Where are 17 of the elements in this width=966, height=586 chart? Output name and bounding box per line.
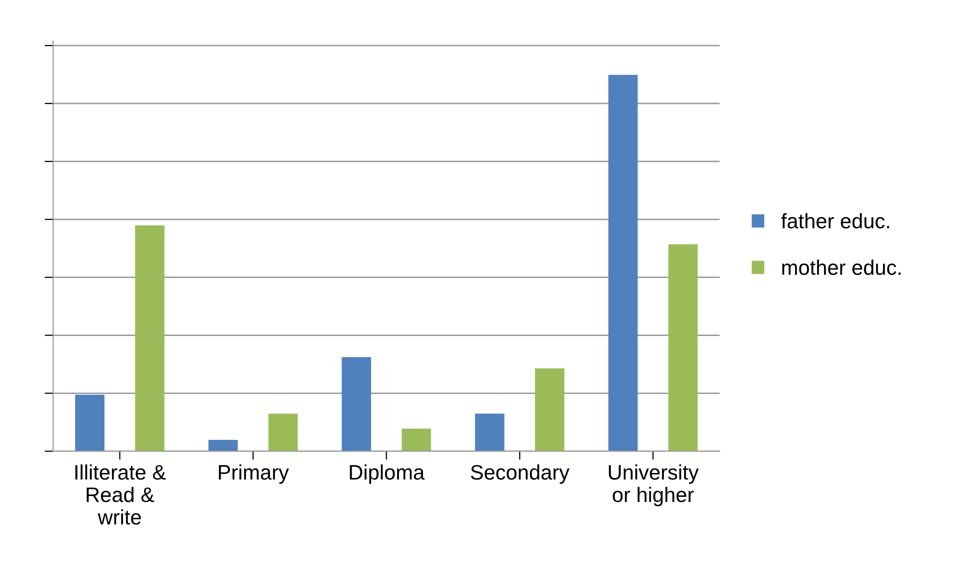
x-tick-label: Secondary	[470, 464, 570, 484]
bar	[135, 225, 164, 452]
x-tick-label: Diploma	[350, 464, 425, 484]
bar	[75, 394, 104, 452]
x-tick-label: Illiterate & Read & write	[75, 464, 166, 525]
bar	[535, 368, 564, 452]
legend-label: father educ.	[781, 213, 890, 228]
x-tick-label: Primary	[218, 464, 289, 484]
legend-label: mother educ.	[782, 260, 901, 275]
bar	[208, 440, 238, 452]
x-tick-label: University or higher	[608, 464, 699, 506]
bar	[475, 414, 504, 452]
bar	[668, 244, 698, 452]
bar	[342, 357, 372, 452]
bar	[402, 428, 432, 452]
bar	[608, 74, 638, 452]
bar	[268, 414, 298, 452]
